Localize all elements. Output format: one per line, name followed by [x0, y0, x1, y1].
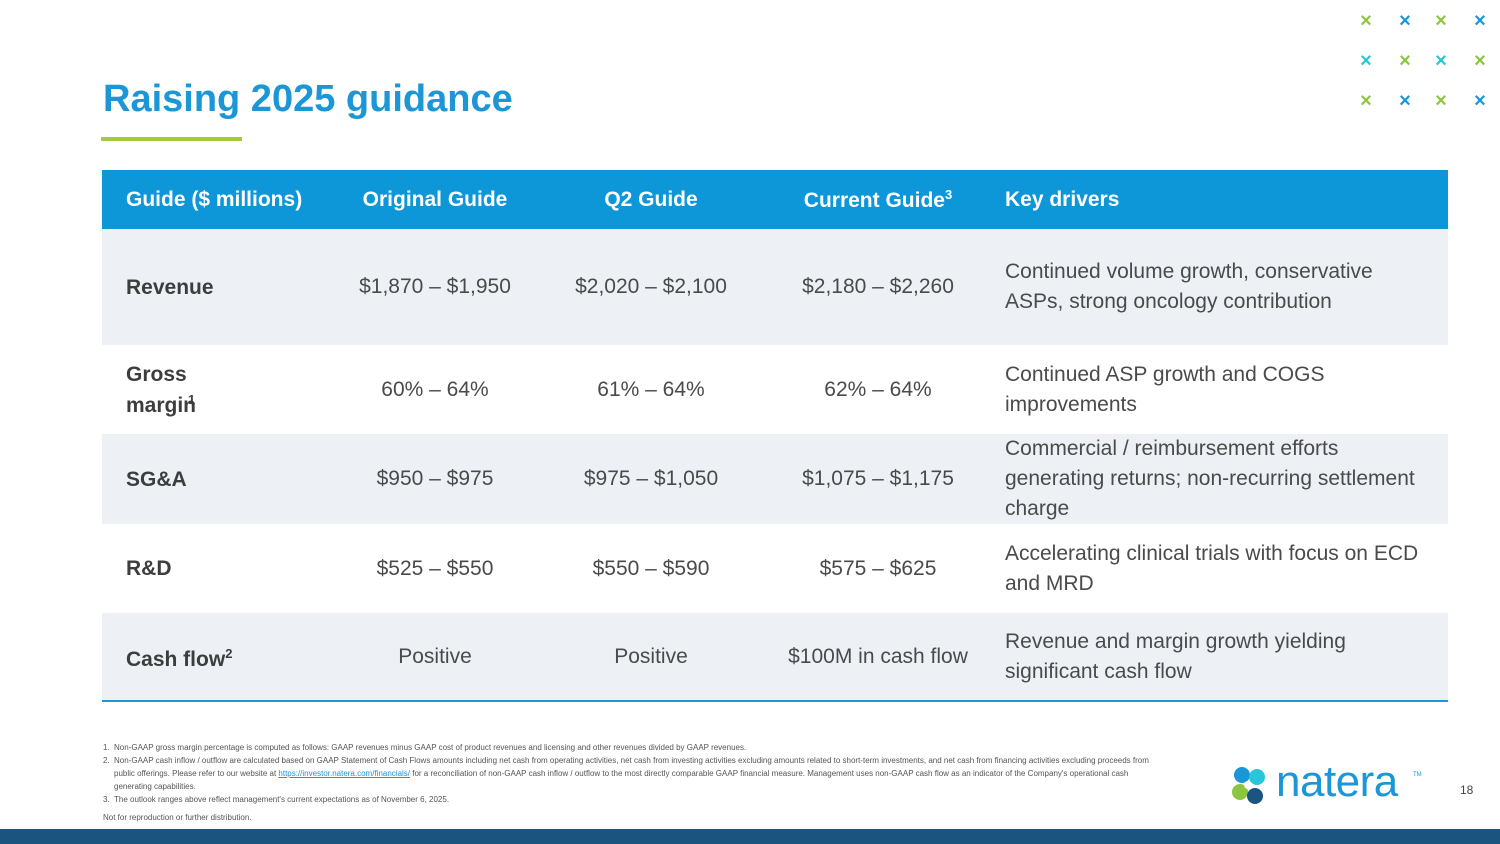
row-label-text: R&D [126, 557, 172, 580]
table-row-cash-flow: Cash flow2 Positive Positive $100M in ca… [102, 613, 1448, 702]
x-mark-icon: × [1474, 50, 1486, 72]
cell-original: $525 – $550 [376, 556, 494, 580]
table-row-revenue: Revenue $1,870 – $1,950 $2,020 – $2,100 … [102, 229, 1448, 345]
footnote-ref: 2 [225, 646, 233, 661]
row-label-text: Cash flow [126, 648, 226, 671]
footnotes: 1. Non-GAAP gross margin percentage is co… [103, 741, 1163, 824]
row-label: Gross margin1 [102, 345, 326, 434]
x-mark-icon: × [1399, 50, 1411, 72]
cell-key-drivers: Continued ASP growth and COGS improvemen… [1005, 362, 1325, 416]
header-q2-guide: Q2 Guide [544, 170, 758, 229]
x-mark-icon: × [1360, 90, 1372, 112]
x-mark-icon: × [1474, 10, 1486, 32]
cell-original: 60% – 64% [381, 377, 489, 401]
header-current-guide: Current Guide3 [758, 170, 998, 229]
row-label: SG&A [102, 434, 326, 524]
cell-q2: $2,020 – $2,100 [544, 229, 758, 345]
footnote-number: 1. [103, 743, 110, 752]
cell-key-drivers: Revenue and margin growth yielding signi… [998, 613, 1448, 702]
x-mark-icon: × [1435, 90, 1447, 112]
footnote-number: 3. [103, 795, 110, 804]
footnote-text: The outlook ranges above reflect managem… [114, 795, 450, 804]
page-title: Raising 2025 guidance [103, 78, 513, 120]
cell-q2: $550 – $590 [592, 556, 710, 580]
cell-original: $1,870 – $1,950 [326, 229, 544, 345]
row-label: Cash flow2 [102, 613, 326, 702]
table-row-gross-margin: Gross margin1 60% – 64% 61% – 64% 62% – … [102, 345, 1448, 434]
footnote-1: 1. Non-GAAP gross margin percentage is co… [103, 741, 1163, 754]
table-row-rnd: R&D $525 – $550 $550 – $590 $575 – $625 … [102, 524, 1448, 613]
logo-wordmark: natera [1276, 757, 1398, 806]
page-number: 18 [1460, 783, 1474, 797]
bottom-bar [0, 829, 1500, 844]
row-label-text: SG&A [126, 467, 187, 491]
table-row-sga: SG&A $950 – $975 $975 – $1,050 $1,075 – … [102, 434, 1448, 524]
title-underline [101, 137, 242, 141]
footnote-3: 3. The outlook ranges above reflect manag… [103, 793, 1163, 806]
header-current-label: Current Guide [803, 188, 945, 212]
footnote-text: Non-GAAP gross margin percentage is comp… [114, 743, 747, 752]
cell-current: $1,075 – $1,175 [758, 434, 998, 524]
cell-q2: $975 – $1,050 [544, 434, 758, 524]
cell-key-drivers: Commercial / reimbursement efforts gener… [998, 434, 1448, 524]
cell-current: $575 – $625 [819, 556, 937, 580]
cell-current: $100M in cash flow [758, 613, 998, 702]
header-guide: Guide ($ millions) [102, 170, 326, 229]
x-pattern-decoration: × × × × × × × × × × × × [1350, 6, 1500, 116]
cell-current: $2,180 – $2,260 [758, 229, 998, 345]
footnote-number: 2. [103, 756, 110, 765]
cell-current: 62% – 64% [824, 377, 932, 401]
distribution-notice: Not for reproduction or further distribu… [103, 813, 252, 822]
cell-q2: 61% – 64% [597, 377, 705, 401]
guidance-table: Guide ($ millions) Original Guide Q2 Gui… [102, 170, 1448, 702]
header-key-drivers: Key drivers [998, 170, 1448, 229]
natera-logo: natera TM [1230, 757, 1430, 809]
header-original-guide: Original Guide [326, 170, 544, 229]
x-mark-icon: × [1360, 50, 1372, 72]
cell-key-drivers: Continued volume growth, conservative AS… [998, 229, 1448, 345]
x-mark-icon: × [1474, 90, 1486, 112]
footnote-text: Non-GAAP cash inflow / outflow are calcu… [114, 756, 1149, 778]
footnote-2: 2. Non-GAAP cash inflow / outflow are cal… [103, 754, 1163, 793]
footnote-text: for a reconciliation of non-GAAP cash in… [114, 769, 1129, 791]
x-mark-icon: × [1360, 10, 1372, 32]
table-header-row: Guide ($ millions) Original Guide Q2 Gui… [102, 170, 1448, 229]
row-label: Revenue [102, 229, 326, 345]
x-mark-icon: × [1435, 50, 1447, 72]
cell-key-drivers: Accelerating clinical trials with focus … [1005, 541, 1419, 595]
investor-financials-link[interactable]: https://investor.natera.com/financials/ [278, 769, 411, 778]
row-label-text: Gross margin [126, 362, 197, 417]
cell-q2: Positive [544, 613, 758, 702]
x-mark-icon: × [1399, 10, 1411, 32]
x-mark-icon: × [1399, 90, 1411, 112]
logo-trademark: TM [1413, 772, 1422, 778]
cell-original: $950 – $975 [326, 434, 544, 524]
footnote-ref: 3 [944, 186, 953, 202]
x-mark-icon: × [1435, 10, 1447, 32]
natera-logo-icon [1232, 767, 1265, 804]
footnote-ref: 1 [188, 391, 196, 407]
row-label: R&D [102, 524, 326, 613]
row-label-text: Revenue [126, 275, 214, 299]
cell-original: Positive [326, 613, 544, 702]
